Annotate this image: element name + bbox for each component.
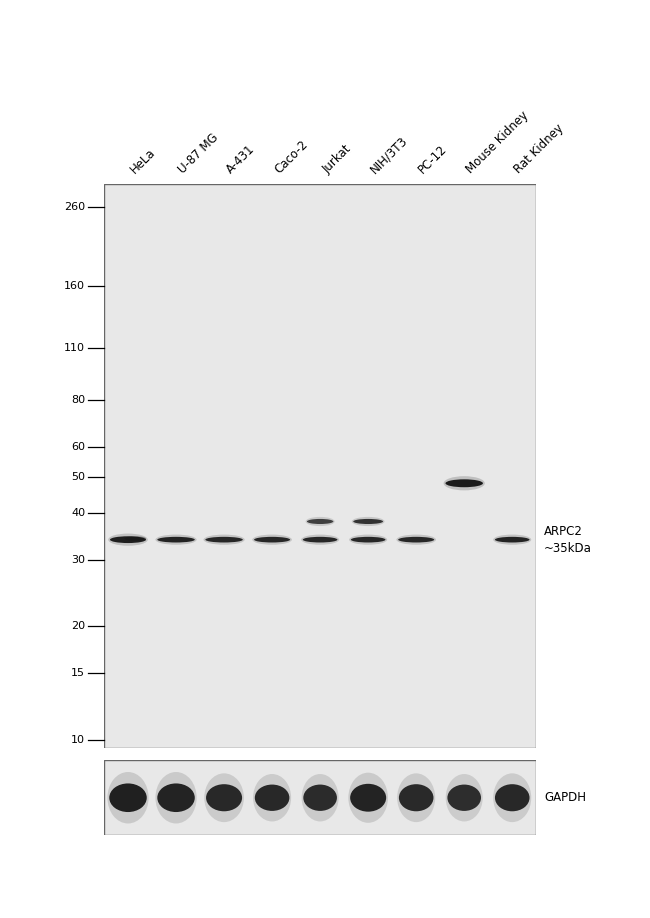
Ellipse shape — [205, 537, 243, 543]
Ellipse shape — [349, 534, 387, 544]
Text: Caco-2: Caco-2 — [272, 138, 310, 176]
Text: HeLa: HeLa — [128, 146, 158, 176]
Ellipse shape — [397, 773, 436, 823]
Ellipse shape — [206, 784, 242, 812]
Text: 20: 20 — [71, 621, 85, 632]
Ellipse shape — [399, 784, 434, 812]
Ellipse shape — [252, 534, 292, 544]
Ellipse shape — [155, 772, 197, 823]
Ellipse shape — [253, 774, 291, 822]
Ellipse shape — [255, 785, 289, 811]
Ellipse shape — [203, 534, 244, 544]
Ellipse shape — [348, 773, 388, 823]
Text: Jurkat: Jurkat — [320, 142, 354, 176]
Ellipse shape — [495, 784, 530, 812]
Text: 30: 30 — [71, 555, 85, 565]
Text: ARPC2
~35kDa: ARPC2 ~35kDa — [544, 525, 592, 554]
Ellipse shape — [446, 774, 483, 822]
Text: NIH/3T3: NIH/3T3 — [368, 134, 411, 176]
Text: 60: 60 — [71, 442, 85, 452]
Ellipse shape — [493, 773, 531, 823]
Ellipse shape — [307, 519, 333, 524]
Ellipse shape — [443, 476, 485, 490]
Text: 160: 160 — [64, 282, 85, 291]
Ellipse shape — [350, 784, 386, 812]
Ellipse shape — [108, 533, 148, 546]
Ellipse shape — [157, 537, 195, 543]
Text: PC-12: PC-12 — [416, 142, 450, 176]
Ellipse shape — [493, 534, 531, 544]
Text: 110: 110 — [64, 342, 85, 353]
Text: 50: 50 — [71, 472, 85, 482]
Ellipse shape — [157, 783, 195, 812]
Ellipse shape — [107, 772, 149, 823]
Ellipse shape — [302, 774, 339, 822]
Ellipse shape — [204, 773, 244, 823]
Ellipse shape — [124, 536, 146, 541]
Ellipse shape — [110, 536, 146, 543]
Ellipse shape — [445, 479, 483, 487]
Text: Mouse Kidney: Mouse Kidney — [464, 109, 532, 176]
Text: 10: 10 — [71, 734, 85, 744]
Text: GAPDH: GAPDH — [544, 791, 586, 804]
Text: 15: 15 — [71, 668, 85, 678]
Text: U-87 MG: U-87 MG — [176, 131, 221, 176]
Ellipse shape — [447, 785, 481, 811]
Text: 260: 260 — [64, 202, 85, 212]
Text: 80: 80 — [71, 395, 85, 405]
Ellipse shape — [352, 517, 385, 526]
Ellipse shape — [304, 785, 337, 811]
Ellipse shape — [254, 537, 290, 543]
Ellipse shape — [109, 783, 147, 812]
Ellipse shape — [306, 517, 335, 526]
Ellipse shape — [301, 534, 339, 544]
Text: Rat Kidney: Rat Kidney — [512, 122, 567, 176]
Ellipse shape — [398, 537, 434, 543]
Ellipse shape — [303, 537, 337, 543]
Ellipse shape — [351, 537, 385, 543]
Ellipse shape — [155, 534, 197, 544]
Ellipse shape — [495, 537, 530, 543]
Text: A-431: A-431 — [224, 142, 257, 176]
Ellipse shape — [353, 519, 383, 524]
Text: 40: 40 — [71, 508, 85, 518]
Ellipse shape — [396, 534, 436, 544]
